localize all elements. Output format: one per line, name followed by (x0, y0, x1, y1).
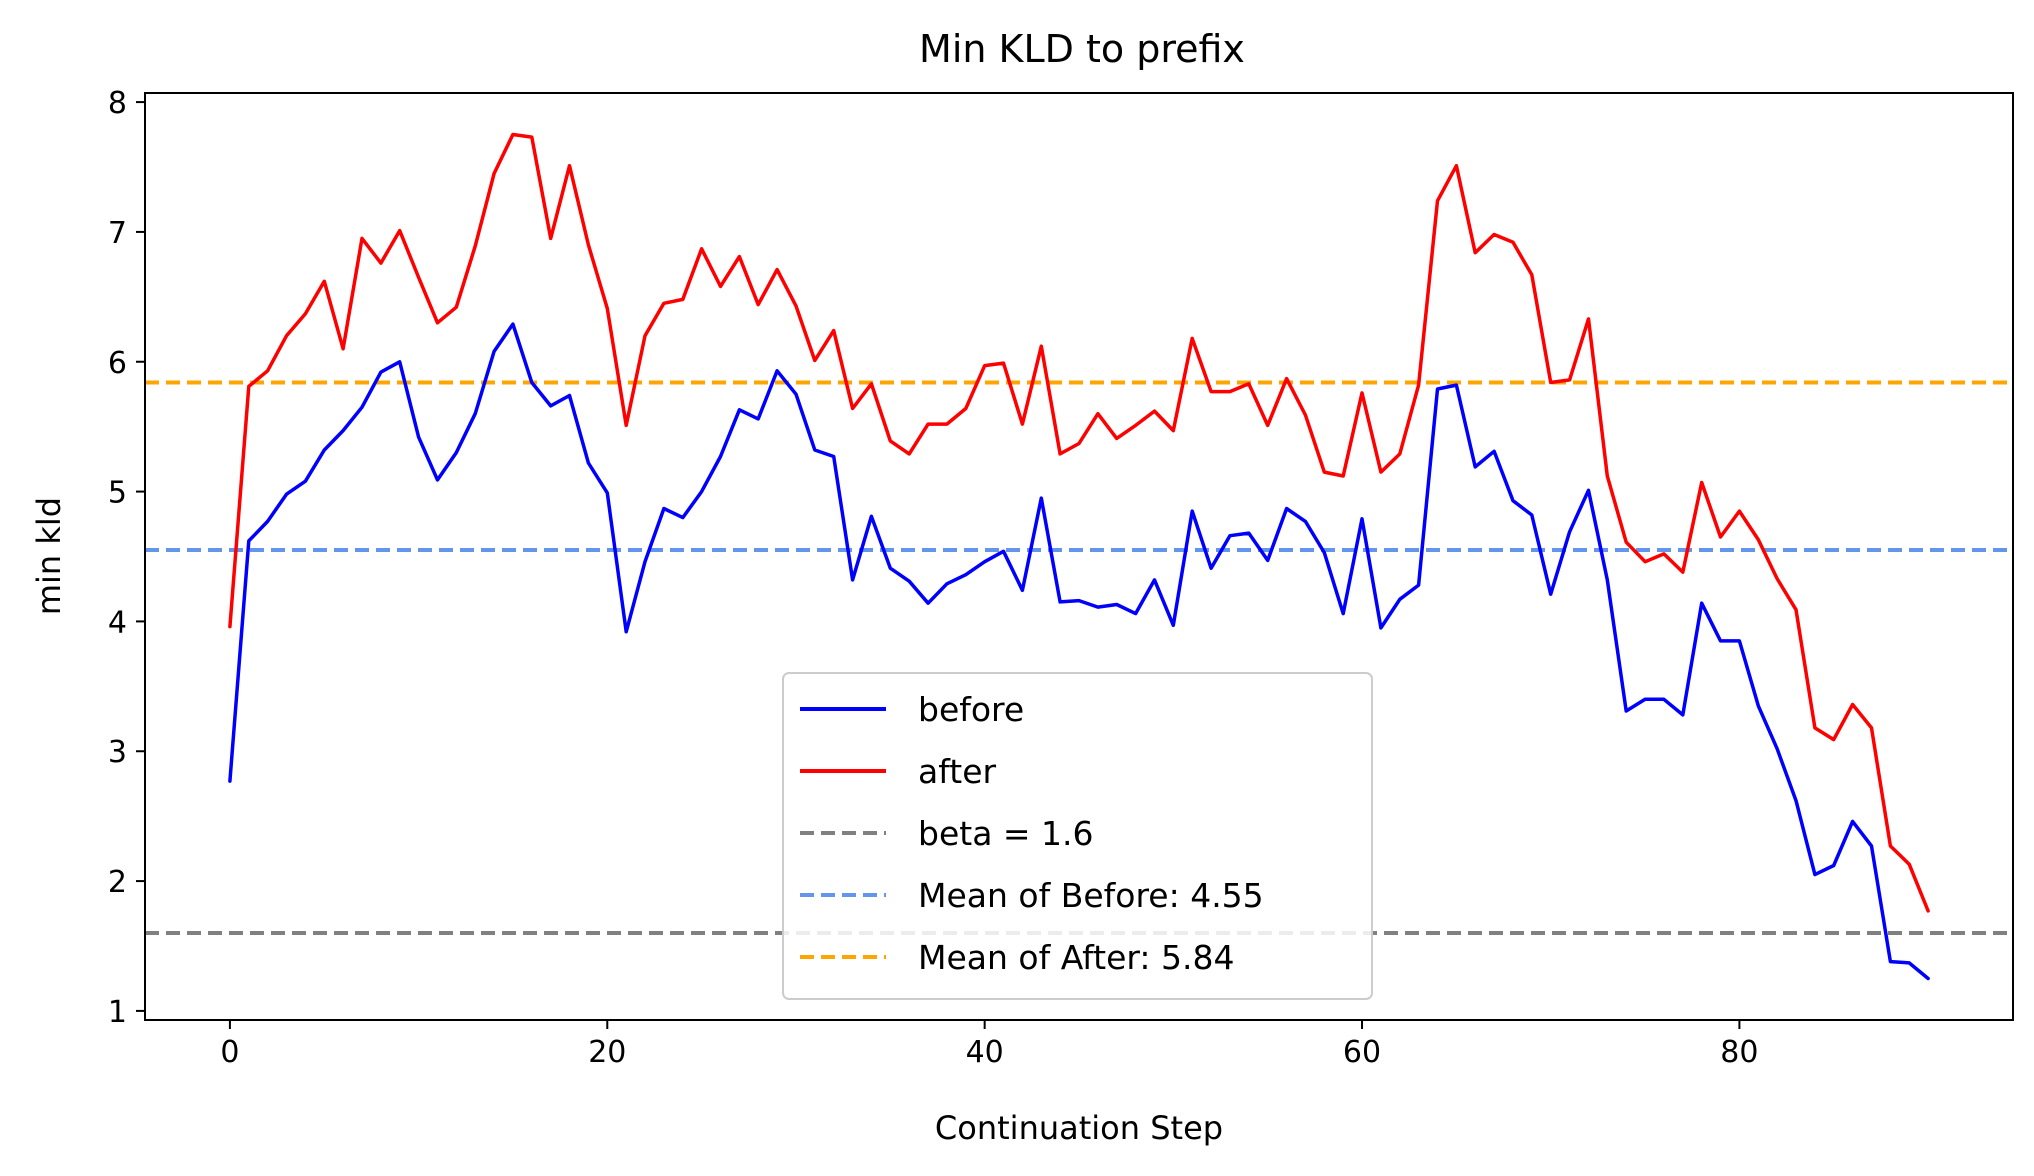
x-axis-label: Continuation Step (935, 1109, 1223, 1147)
y-tick-label: 4 (108, 605, 127, 640)
legend-label: beta = 1.6 (918, 814, 1094, 853)
legend-label: Mean of Before: 4.55 (918, 876, 1264, 915)
legend-label: after (918, 752, 997, 791)
series-line-before (228, 322, 1930, 981)
y-tick-label: 5 (108, 476, 127, 511)
y-axis-label: min kld (30, 497, 68, 615)
x-tick-label: 60 (1343, 1035, 1381, 1070)
x-tick-label: 80 (1720, 1035, 1758, 1070)
x-axis-ticks: 0 20 40 60 80 (220, 1020, 1758, 1070)
y-tick-label: 8 (108, 86, 127, 121)
y-tick-label: 2 (108, 865, 127, 900)
y-tick-label: 1 (108, 995, 127, 1030)
y-tick-label: 3 (108, 735, 127, 770)
legend: before after beta = 1.6 Mean of Before: 4.5… (782, 672, 1373, 1000)
x-tick-label: 40 (966, 1035, 1004, 1070)
x-tick-label: 0 (220, 1035, 239, 1070)
plot-frame (144, 92, 2014, 1021)
series-line-after (228, 132, 1930, 913)
legend-label: before (918, 690, 1024, 729)
legend-label: Mean of After: 5.84 (918, 938, 1234, 977)
y-axis-ticks: 1 2 3 4 5 6 7 8 (108, 86, 145, 1030)
y-tick-label: 6 (108, 346, 127, 381)
x-tick-label: 20 (588, 1035, 626, 1070)
data-series (228, 132, 1930, 981)
legend-box (782, 672, 1373, 1000)
y-tick-label: 7 (108, 216, 127, 251)
chart-title: Min KLD to prefix (919, 27, 1245, 71)
